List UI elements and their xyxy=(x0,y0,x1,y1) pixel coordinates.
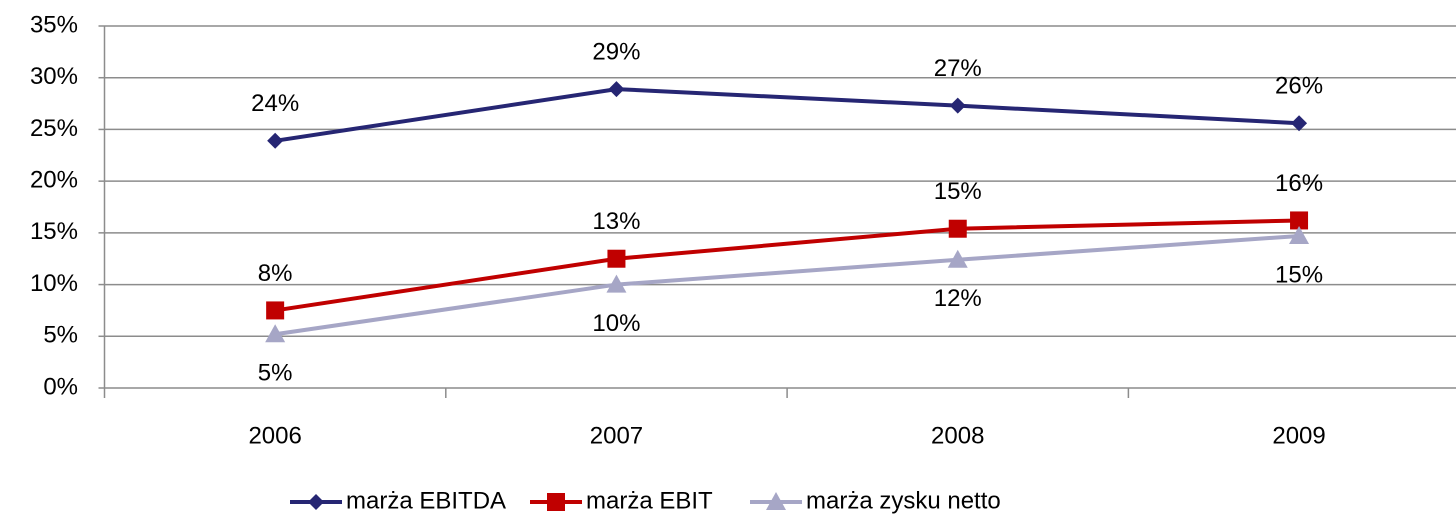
data-point xyxy=(949,97,966,114)
series-line xyxy=(274,233,1300,337)
x-tick-label: 2007 xyxy=(590,422,643,449)
y-tick-label: 35% xyxy=(30,11,78,38)
x-tick-label: 2009 xyxy=(1272,422,1325,449)
legend-marker xyxy=(766,492,786,510)
data-label: 15% xyxy=(1275,261,1323,288)
data-label: 10% xyxy=(592,310,640,337)
x-tick-label: 2006 xyxy=(248,422,301,449)
data-point xyxy=(608,81,625,98)
legend-label: marża EBIT xyxy=(586,487,713,514)
y-tick-label: 20% xyxy=(30,166,78,193)
data-label: 8% xyxy=(258,260,293,287)
data-point xyxy=(948,219,967,238)
data-label: 15% xyxy=(934,178,982,205)
legend-label: marża EBITDA xyxy=(346,487,506,514)
data-point xyxy=(1289,225,1310,244)
data-label: 27% xyxy=(934,55,982,82)
data-label: 24% xyxy=(251,90,299,117)
series-line xyxy=(274,218,1300,313)
legend-label: marża zysku netto xyxy=(806,487,1001,514)
data-label: 16% xyxy=(1275,170,1323,197)
data-point xyxy=(606,274,627,293)
legend-marker xyxy=(308,494,324,510)
data-label: 12% xyxy=(934,285,982,312)
data-point xyxy=(1291,115,1308,132)
data-point xyxy=(1290,211,1309,230)
data-point xyxy=(266,301,285,320)
y-tick-label: 5% xyxy=(43,322,78,349)
data-point xyxy=(947,249,968,268)
legend-marker xyxy=(547,493,565,511)
data-label: 26% xyxy=(1275,73,1323,100)
data-label: 29% xyxy=(592,38,640,65)
y-tick-label: 25% xyxy=(30,115,78,142)
y-tick-label: 30% xyxy=(30,63,78,90)
data-point xyxy=(267,132,284,149)
y-tick-label: 15% xyxy=(30,218,78,245)
x-tick-label: 2008 xyxy=(931,422,984,449)
data-label: 5% xyxy=(258,360,293,387)
data-point xyxy=(265,324,286,343)
series-line xyxy=(274,87,1300,143)
y-tick-label: 10% xyxy=(30,270,78,297)
data-label: 13% xyxy=(592,208,640,235)
data-point xyxy=(607,249,626,268)
y-tick-label: 0% xyxy=(43,373,78,400)
